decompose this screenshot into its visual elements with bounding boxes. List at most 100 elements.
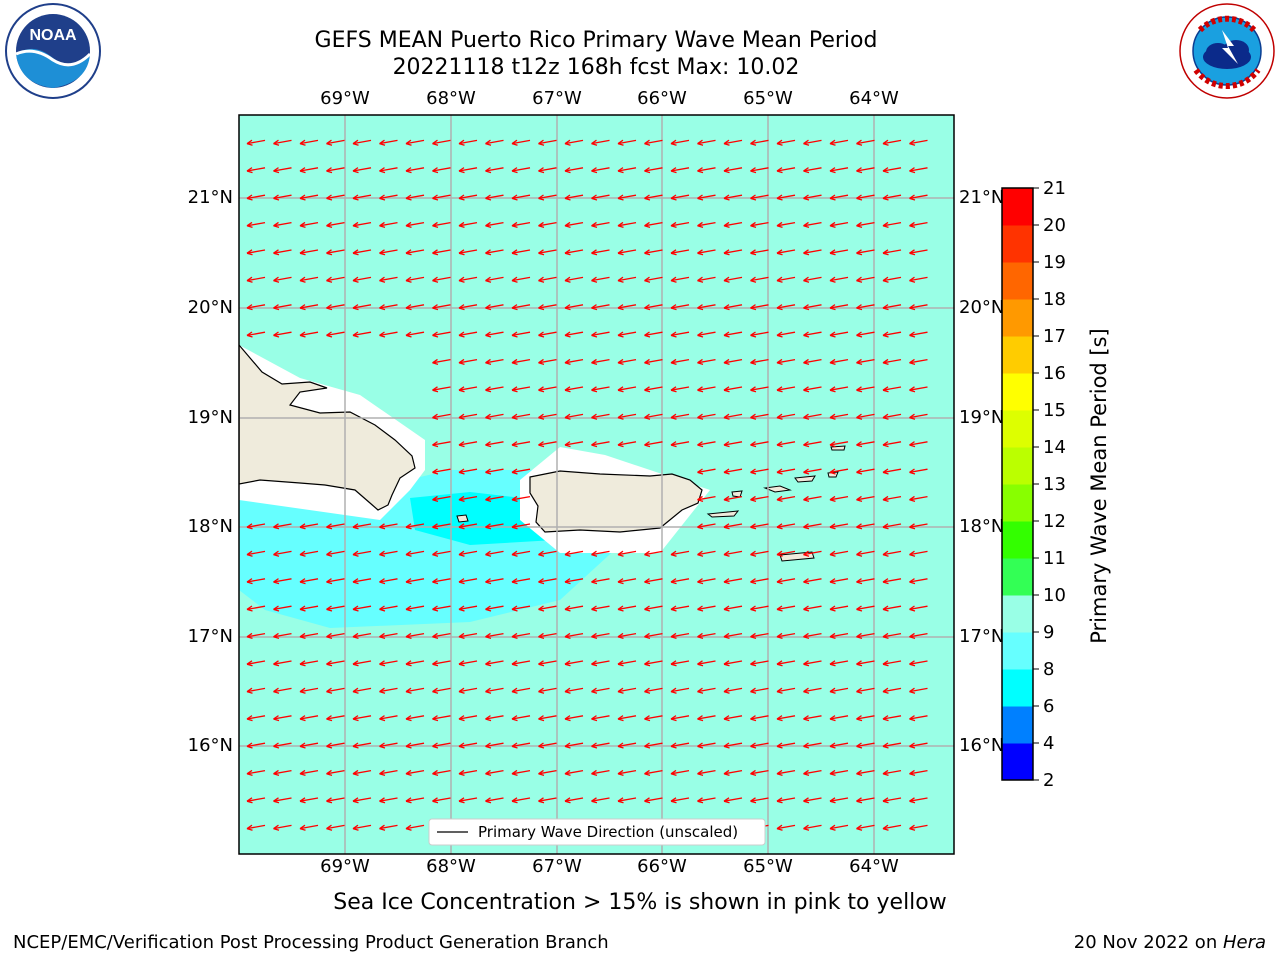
wave-arrow: [723, 358, 743, 366]
wave-arrow: [882, 276, 902, 283]
wave-arrow: [538, 715, 557, 722]
wave-arrow: [591, 550, 610, 557]
wave-arrow: [882, 221, 902, 229]
wave-arrow: [776, 139, 796, 146]
colorbar-segment: [1002, 558, 1033, 596]
wave-arrow: [511, 386, 531, 393]
colorbar-segment: [1002, 743, 1033, 781]
wave-arrow: [564, 194, 584, 201]
wave-arrow: [326, 304, 345, 311]
wave-arrow: [617, 276, 637, 283]
wave-arrow: [485, 194, 504, 201]
wave-arrow: [617, 605, 637, 612]
wave-arrow: [485, 715, 504, 722]
wave-arrow: [246, 139, 266, 146]
wave-arrow: [617, 358, 637, 366]
wave-arrow: [697, 742, 716, 749]
wave-arrow: [909, 221, 928, 229]
wave-arrow: [405, 331, 425, 338]
wave-arrow: [776, 742, 796, 749]
wave-arrow: [458, 386, 478, 393]
mona-island: [456, 514, 469, 523]
wave-arrow: [909, 468, 928, 475]
wave-arrow: [856, 495, 875, 503]
wave-arrow: [909, 715, 928, 722]
wave-arrow: [803, 358, 822, 366]
wave-arrow: [511, 304, 531, 311]
wave-arrow: [299, 194, 319, 201]
wave-arrow: [750, 249, 769, 256]
lon-label-bottom: 68°W: [426, 856, 476, 877]
wave-arrow: [326, 550, 345, 557]
wave-arrow: [882, 797, 902, 804]
lat-label-right: 20°N: [959, 297, 1005, 318]
wave-arrow: [856, 221, 875, 229]
wave-arrow: [750, 769, 769, 777]
wave-arrow: [856, 715, 875, 722]
wave-arrow: [723, 139, 743, 146]
wave-arrow: [617, 687, 637, 694]
wave-arrow: [299, 660, 319, 667]
wave-arrow: [776, 358, 796, 366]
wave-arrow: [829, 550, 849, 557]
wave-arrow: [458, 276, 478, 283]
lon-label-top: 64°W: [849, 88, 899, 109]
wave-arrow: [299, 605, 319, 612]
wave-arrow: [432, 523, 451, 530]
wave-arrow: [352, 221, 372, 229]
wave-arrow: [723, 441, 743, 448]
wave-arrow: [538, 413, 557, 420]
wave-arrow: [432, 194, 451, 201]
wave-arrow: [723, 276, 743, 283]
wave-arrow: [670, 550, 690, 557]
colorbar-segment: [1002, 521, 1033, 559]
wave-arrow: [829, 578, 849, 585]
wave-arrow: [405, 276, 425, 283]
wave-arrow: [485, 687, 504, 694]
wave-arrow: [299, 797, 319, 804]
wave-arrow: [458, 468, 478, 475]
wave-arrow: [273, 167, 292, 174]
wave-arrow: [511, 605, 531, 612]
wave-arrow: [882, 824, 902, 831]
wave-arrow: [882, 249, 902, 256]
wave-arrow: [352, 769, 372, 777]
wave-arrow: [909, 249, 928, 256]
colorbar-tick-label: 10: [1043, 585, 1066, 606]
wave-arrow: [299, 167, 319, 174]
wave-arrow: [538, 441, 557, 448]
wave-arrow: [670, 441, 690, 448]
wave-arrow: [405, 578, 425, 585]
wave-arrow: [829, 687, 849, 694]
wave-arrow: [617, 715, 637, 722]
wave-arrow: [803, 797, 822, 804]
wave-arrow: [564, 441, 584, 448]
wave-arrow: [882, 358, 902, 366]
wave-arrow: [644, 249, 663, 256]
wave-arrow: [538, 167, 557, 174]
wave-arrow: [458, 413, 478, 420]
wave-arrow: [352, 139, 372, 146]
wave-arrow: [750, 221, 769, 229]
wave-arrow: [776, 605, 796, 612]
wave-arrow: [246, 194, 266, 201]
wave-arrow: [617, 660, 637, 667]
wave-arrow: [856, 468, 875, 475]
lon-label-top: 65°W: [743, 88, 793, 109]
wave-arrow: [564, 276, 584, 283]
wave-arrow: [432, 632, 451, 640]
wave-arrow: [856, 304, 875, 311]
wave-arrow: [909, 578, 928, 585]
wave-arrow: [723, 769, 743, 777]
wave-arrow: [326, 769, 345, 777]
wave-arrow: [352, 660, 372, 667]
wave-arrow: [750, 578, 769, 585]
wave-arrow: [564, 167, 584, 174]
wave-arrow: [591, 797, 610, 804]
wave-arrow: [856, 797, 875, 804]
wave-arrow: [644, 742, 663, 749]
wave-arrow: [723, 687, 743, 694]
wave-arrow: [246, 304, 266, 311]
wave-arrow: [564, 660, 584, 667]
wave-arrow: [723, 167, 743, 174]
